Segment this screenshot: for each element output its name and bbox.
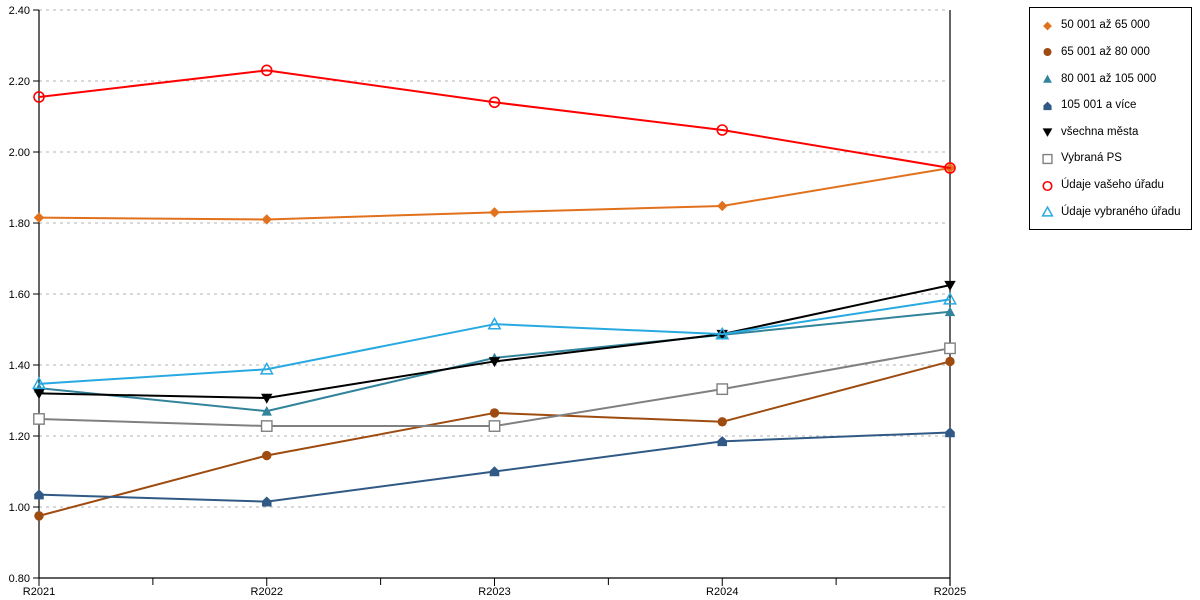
triangle-marker — [944, 306, 956, 317]
series-7 — [33, 64, 956, 174]
y-tick-label: 0.80 — [9, 573, 30, 585]
diamond-marker — [1043, 21, 1052, 31]
legend-item-7: Údaje vašeho úřadu — [1040, 178, 1191, 193]
series-1 — [33, 162, 956, 225]
series-line — [38, 69, 951, 169]
legend-item-label: 80 001 až 105 000 — [1061, 72, 1157, 85]
x-tick-label: R2024 — [706, 586, 738, 598]
triangle-icon — [1043, 74, 1052, 83]
diamond-marker — [261, 214, 272, 225]
legend-item-label: všechna města — [1061, 125, 1139, 138]
triangle-open-marker — [1041, 205, 1054, 217]
circle-open-marker — [1042, 180, 1053, 191]
circle-open-marker — [716, 124, 729, 136]
series-line — [38, 298, 951, 385]
x-tick-label: R2021 — [23, 586, 55, 598]
triangle-open-marker — [487, 316, 502, 330]
square-open-marker — [716, 383, 729, 396]
y-tick-label: 2.20 — [9, 76, 30, 88]
triangle-marker — [261, 405, 272, 416]
y-tick-label: 2.40 — [9, 5, 30, 17]
y-tick-label: 1.80 — [9, 218, 30, 230]
house-marker — [717, 436, 728, 447]
triangle-down-marker — [33, 389, 45, 400]
triangle-down-marker — [488, 357, 501, 368]
square-open-icon — [1042, 153, 1053, 165]
house-marker — [1043, 101, 1052, 110]
y-tick-label: 1.00 — [9, 502, 30, 514]
circle-open-icon — [1042, 180, 1053, 191]
series-4 — [34, 427, 955, 507]
legend-item-4: 105 001 a více — [1040, 98, 1191, 113]
y-tick-label: 2.00 — [9, 147, 30, 159]
x-tick-label: R2025 — [934, 586, 966, 598]
circle-open-marker — [260, 64, 273, 77]
series-8 — [32, 292, 957, 390]
y-tick-label: 1.40 — [9, 360, 30, 372]
legend-item-label: 50 001 až 65 000 — [1061, 19, 1150, 32]
circle-open-marker — [488, 96, 501, 109]
legend-item-5: všechna města — [1040, 124, 1191, 139]
house-marker — [34, 489, 44, 500]
triangle-open-marker — [259, 361, 274, 375]
circle-marker — [489, 408, 500, 418]
diamond-marker — [33, 212, 45, 223]
circle-marker — [34, 511, 44, 521]
triangle-marker — [1043, 74, 1052, 83]
triangle-open-icon — [1041, 205, 1054, 217]
legend-item-6: Vybraná PS — [1040, 151, 1191, 166]
legend: 50 001 až 65 000 65 001 až 80 000 80 001 a… — [1029, 7, 1192, 230]
legend-item-1: 50 001 až 65 000 — [1040, 18, 1191, 33]
x-tick-label: R2022 — [251, 586, 283, 598]
square-open-marker — [260, 420, 273, 432]
legend-item-label: Údaje vašeho úřadu — [1061, 179, 1164, 192]
y-tick-label: 1.60 — [9, 289, 30, 301]
legend-item-3: 80 001 až 105 000 — [1040, 71, 1191, 86]
triangle-down-marker — [261, 393, 273, 404]
x-tick-label: R2023 — [478, 586, 510, 598]
circle-open-marker — [944, 162, 956, 174]
circle-marker — [262, 450, 272, 461]
square-open-marker — [33, 413, 45, 425]
circle-marker — [945, 356, 955, 367]
triangle-down-marker — [1042, 128, 1053, 138]
square-open-marker — [1042, 153, 1053, 165]
triangle-open-marker — [32, 376, 46, 390]
house-marker — [489, 466, 500, 477]
triangle-down-marker — [944, 280, 956, 291]
series-line — [38, 284, 951, 400]
triangle-down-icon — [1042, 128, 1053, 138]
square-open-marker — [488, 420, 501, 432]
legend-item-2: 65 001 až 80 000 — [1040, 44, 1191, 59]
series-5 — [33, 280, 956, 404]
triangle-open-marker — [715, 326, 730, 340]
diamond-marker — [489, 207, 500, 218]
house-marker — [945, 427, 955, 438]
triangle-open-marker — [943, 292, 957, 305]
y-tick-label: 1.20 — [9, 431, 30, 443]
legend-item-label: 65 001 až 80 000 — [1061, 45, 1150, 58]
circle-marker — [717, 417, 727, 427]
legend-item-label: Údaje vybraného úřadu — [1061, 205, 1181, 218]
house-icon — [1043, 101, 1052, 110]
diamond-icon — [1043, 21, 1052, 31]
legend-item-label: Vybraná PS — [1061, 152, 1122, 165]
diamond-marker — [717, 200, 728, 212]
circle-marker — [1043, 48, 1052, 57]
circle-icon — [1043, 48, 1052, 57]
series-2 — [34, 356, 955, 521]
legend-item-label: 105 001 a více — [1061, 99, 1137, 112]
legend-item-8: Údaje vybraného úřadu — [1040, 204, 1191, 219]
square-open-marker — [944, 342, 956, 355]
circle-open-marker — [33, 91, 45, 103]
house-marker — [261, 496, 272, 507]
series-6 — [33, 342, 956, 432]
